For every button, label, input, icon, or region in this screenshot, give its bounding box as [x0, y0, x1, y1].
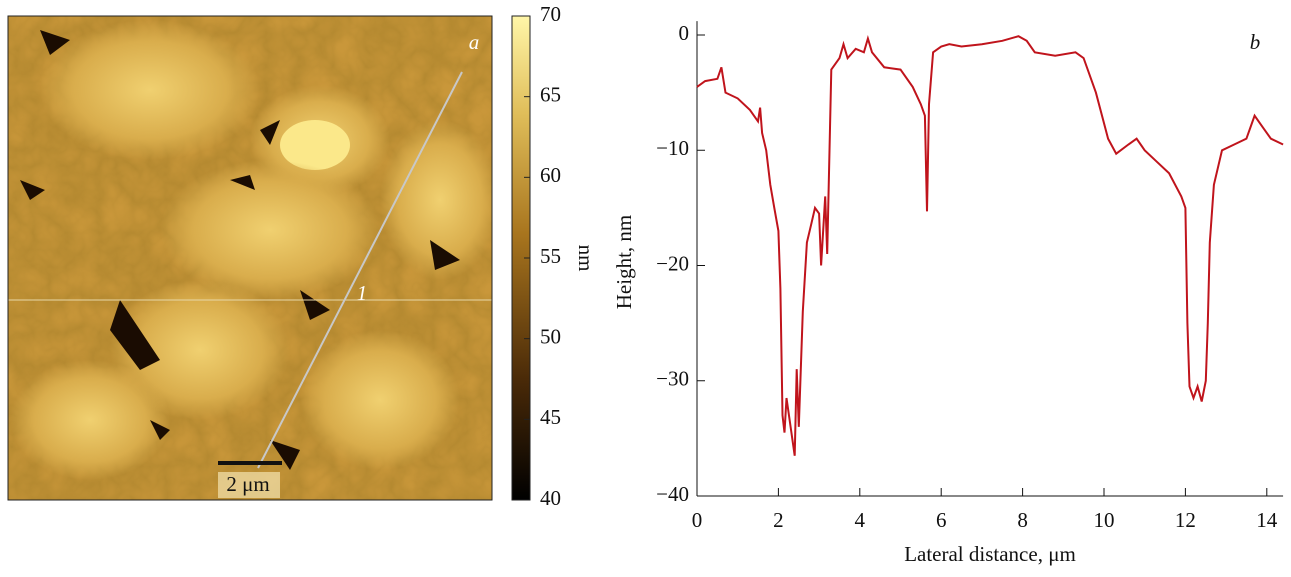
- scale-bar-label: 2 μm: [226, 472, 269, 496]
- colorbar-tick-label: 70: [540, 2, 561, 26]
- y-tick-label: −10: [656, 136, 689, 160]
- afm-image: [8, 16, 492, 500]
- panel-label: b: [1250, 30, 1261, 54]
- x-tick-label: 10: [1094, 508, 1115, 532]
- y-tick-label: −20: [656, 251, 689, 275]
- line-label: 1: [357, 281, 368, 305]
- x-tick-label: 4: [855, 508, 866, 532]
- colorbar-tick-label: 60: [540, 163, 561, 187]
- y-tick-label: −40: [656, 482, 689, 506]
- colorbar-tick-label: 40: [540, 486, 561, 510]
- x-tick-label: 2: [773, 508, 784, 532]
- x-tick-label: 0: [692, 508, 703, 532]
- x-axis-label: Lateral distance, μm: [904, 542, 1076, 566]
- panel-label: a: [469, 30, 480, 54]
- profile-line: [696, 34, 1284, 456]
- x-tick-label: 6: [936, 508, 947, 532]
- colorbar-tick-label: 50: [540, 324, 561, 348]
- y-axis-label: Height, nm: [612, 215, 636, 310]
- y-tick-label: −30: [656, 367, 689, 391]
- colorbar-label: nm: [574, 245, 598, 272]
- x-tick-label: 8: [1017, 508, 1028, 532]
- x-tick-label: 12: [1175, 508, 1196, 532]
- x-tick-label: 14: [1256, 508, 1278, 532]
- colorbar-tick-label: 65: [540, 82, 561, 106]
- y-tick-label: 0: [679, 21, 690, 45]
- colorbar-tick-label: 55: [540, 244, 561, 268]
- colorbar-tick-label: 45: [540, 405, 561, 429]
